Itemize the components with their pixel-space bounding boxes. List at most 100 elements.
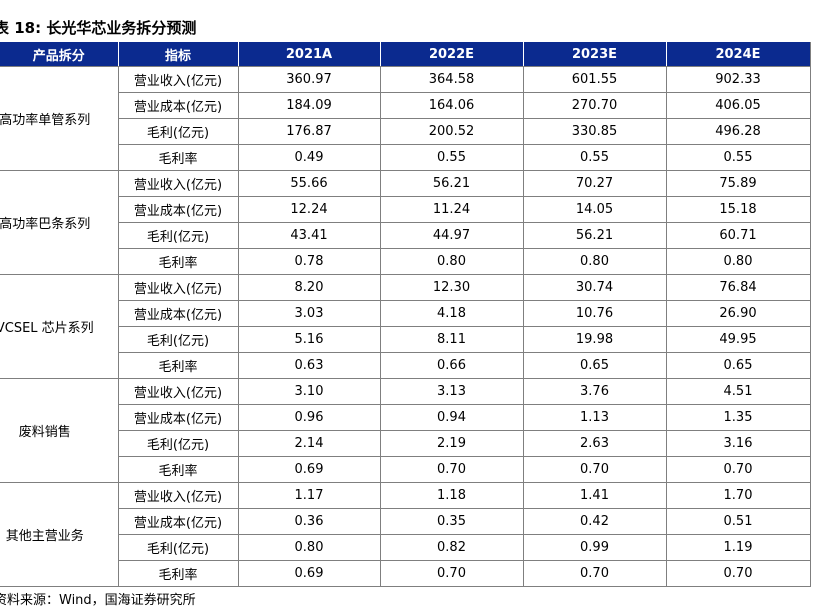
table-row: 毛利率 0.78 0.80 0.80 0.80 bbox=[0, 248, 811, 275]
value-cell: 3.10 bbox=[237, 378, 381, 405]
table-row: 其他主营业务 营业收入(亿元) 1.17 1.18 1.41 1.70 bbox=[0, 482, 811, 587]
product-label: 高功率单管系列 bbox=[0, 113, 91, 128]
indicator-cell: 营业成本(亿元) bbox=[117, 508, 239, 535]
product-label: 废料销售 bbox=[18, 425, 71, 440]
value-cell: 56.21 bbox=[379, 170, 524, 197]
value-cell: 3.13 bbox=[379, 378, 524, 405]
value-cell: 43.41 bbox=[237, 222, 381, 249]
indicator-cell: 营业成本(亿元) bbox=[117, 92, 239, 119]
table-row: 毛利(亿元) 43.41 44.97 56.21 60.71 bbox=[0, 222, 811, 249]
value-cell: 0.82 bbox=[379, 534, 524, 561]
header-indicator: 指标 bbox=[117, 42, 239, 67]
table-title: 表 18: 长光华芯业务拆分预测 bbox=[0, 19, 197, 37]
value-cell: 0.94 bbox=[379, 404, 524, 431]
table-row: 毛利(亿元) 2.14 2.19 2.63 3.16 bbox=[0, 430, 811, 457]
value-cell: 0.96 bbox=[237, 404, 381, 431]
product-cell: 废料销售 bbox=[0, 378, 119, 483]
table-row: 营业成本(亿元) 0.36 0.35 0.42 0.51 bbox=[0, 508, 811, 535]
value-cell: 3.03 bbox=[237, 300, 381, 327]
value-cell: 0.80 bbox=[522, 248, 667, 275]
table-header-row: 产品拆分 指标 2021A 2022E 2023E 2024E bbox=[0, 42, 811, 67]
table-row: 毛利率 0.49 0.55 0.55 0.55 bbox=[0, 144, 811, 171]
table-row: 毛利(亿元) 5.16 8.11 19.98 49.95 bbox=[0, 326, 811, 353]
value-cell: 184.09 bbox=[237, 92, 381, 119]
indicator-cell: 毛利率 bbox=[117, 144, 239, 171]
value-cell: 0.70 bbox=[665, 456, 811, 483]
value-cell: 15.18 bbox=[665, 196, 811, 223]
value-cell: 56.21 bbox=[522, 222, 667, 249]
value-cell: 55.66 bbox=[237, 170, 381, 197]
value-cell: 8.20 bbox=[237, 274, 381, 301]
table-row: 营业成本(亿元) 0.96 0.94 1.13 1.35 bbox=[0, 404, 811, 431]
indicator-cell: 毛利(亿元) bbox=[117, 430, 239, 457]
value-cell: 330.85 bbox=[522, 118, 667, 145]
value-cell: 364.58 bbox=[379, 66, 524, 93]
value-cell: 0.55 bbox=[522, 144, 667, 171]
value-cell: 1.18 bbox=[379, 482, 524, 509]
value-cell: 496.28 bbox=[665, 118, 811, 145]
indicator-cell: 营业成本(亿元) bbox=[117, 196, 239, 223]
value-cell: 1.13 bbox=[522, 404, 667, 431]
table-row: 毛利率 0.63 0.66 0.65 0.65 bbox=[0, 352, 811, 379]
indicator-cell: 营业收入(亿元) bbox=[117, 378, 239, 405]
value-cell: 75.89 bbox=[665, 170, 811, 197]
value-cell: 0.66 bbox=[379, 352, 524, 379]
value-cell: 1.35 bbox=[665, 404, 811, 431]
product-label: 高功率巴条系列 bbox=[0, 217, 91, 232]
value-cell: 5.16 bbox=[237, 326, 381, 353]
value-cell: 0.70 bbox=[379, 560, 524, 587]
indicator-cell: 毛利率 bbox=[117, 456, 239, 483]
value-cell: 11.24 bbox=[379, 196, 524, 223]
indicator-cell: 毛利率 bbox=[117, 248, 239, 275]
header-year-2021a: 2021A bbox=[237, 42, 381, 67]
indicator-cell: 毛利(亿元) bbox=[117, 118, 239, 145]
value-cell: 0.80 bbox=[665, 248, 811, 275]
value-cell: 0.70 bbox=[665, 560, 811, 587]
header-year-2023e: 2023E bbox=[522, 42, 667, 67]
table-row: 高功率单管系列 营业收入(亿元) 360.97 364.58 601.55 902.33 bbox=[0, 66, 811, 171]
table-row: VCSEL 芯片系列 营业收入(亿元) 8.20 12.30 30.74 76.84 bbox=[0, 274, 811, 379]
value-cell: 26.90 bbox=[665, 300, 811, 327]
table-body: 高功率单管系列 营业收入(亿元) 360.97 364.58 601.55 902.33 营… bbox=[0, 66, 811, 587]
value-cell: 0.65 bbox=[522, 352, 667, 379]
value-cell: 0.70 bbox=[522, 456, 667, 483]
value-cell: 30.74 bbox=[522, 274, 667, 301]
source-note: 资料来源：Wind，国海证券研究所 bbox=[0, 593, 196, 608]
indicator-cell: 毛利(亿元) bbox=[117, 222, 239, 249]
value-cell: 4.18 bbox=[379, 300, 524, 327]
value-cell: 4.51 bbox=[665, 378, 811, 405]
indicator-cell: 营业成本(亿元) bbox=[117, 300, 239, 327]
header-year-2022e: 2022E bbox=[379, 42, 524, 67]
value-cell: 0.55 bbox=[379, 144, 524, 171]
table-row: 废料销售 营业收入(亿元) 3.10 3.13 3.76 4.51 bbox=[0, 378, 811, 483]
value-cell: 3.76 bbox=[522, 378, 667, 405]
value-cell: 76.84 bbox=[665, 274, 811, 301]
value-cell: 70.27 bbox=[522, 170, 667, 197]
value-cell: 49.95 bbox=[665, 326, 811, 353]
value-cell: 200.52 bbox=[379, 118, 524, 145]
value-cell: 19.98 bbox=[522, 326, 667, 353]
indicator-cell: 营业收入(亿元) bbox=[117, 170, 239, 197]
value-cell: 14.05 bbox=[522, 196, 667, 223]
value-cell: 164.06 bbox=[379, 92, 524, 119]
indicator-cell: 营业收入(亿元) bbox=[117, 482, 239, 509]
product-cell: 高功率单管系列 bbox=[0, 66, 119, 171]
indicator-cell: 毛利(亿元) bbox=[117, 326, 239, 353]
value-cell: 0.99 bbox=[522, 534, 667, 561]
table-row: 营业成本(亿元) 3.03 4.18 10.76 26.90 bbox=[0, 300, 811, 327]
value-cell: 270.70 bbox=[522, 92, 667, 119]
value-cell: 0.70 bbox=[522, 560, 667, 587]
indicator-cell: 毛利(亿元) bbox=[117, 534, 239, 561]
value-cell: 0.69 bbox=[237, 456, 381, 483]
value-cell: 0.80 bbox=[379, 248, 524, 275]
product-label: 其他主营业务 bbox=[5, 529, 84, 544]
product-cell: VCSEL 芯片系列 bbox=[0, 274, 119, 379]
table-row: 营业成本(亿元) 184.09 164.06 270.70 406.05 bbox=[0, 92, 811, 119]
value-cell: 0.80 bbox=[237, 534, 381, 561]
value-cell: 0.65 bbox=[665, 352, 811, 379]
value-cell: 406.05 bbox=[665, 92, 811, 119]
indicator-cell: 毛利率 bbox=[117, 560, 239, 587]
value-cell: 902.33 bbox=[665, 66, 811, 93]
value-cell: 176.87 bbox=[237, 118, 381, 145]
table-row: 营业成本(亿元) 12.24 11.24 14.05 15.18 bbox=[0, 196, 811, 223]
